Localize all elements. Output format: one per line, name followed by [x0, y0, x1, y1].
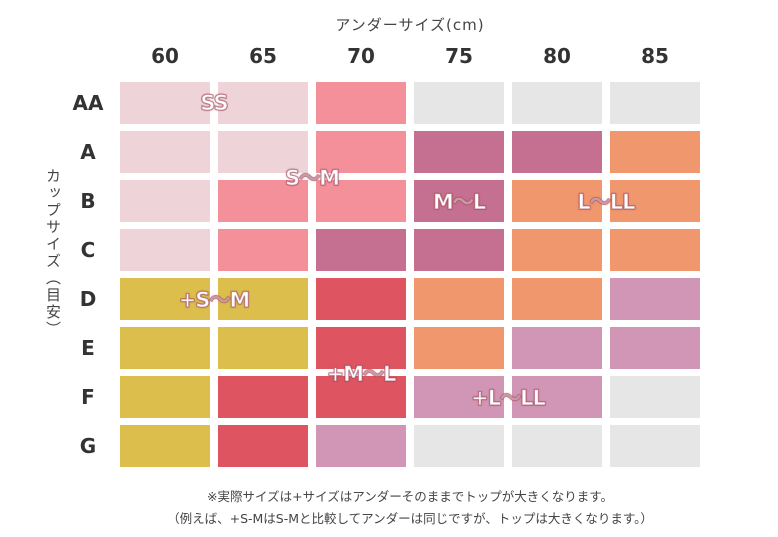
zone-label-5: +M〜L — [326, 361, 397, 386]
cell-F-85 — [610, 376, 700, 418]
cell-G-60 — [120, 425, 210, 467]
cell-E-60 — [120, 327, 210, 369]
cell-A-85 — [610, 131, 700, 173]
cell-A-70 — [316, 131, 406, 173]
y-tick-E: E — [81, 336, 95, 360]
cell-AA-80 — [512, 82, 602, 124]
cell-F-60 — [120, 376, 210, 418]
x-tick-70: 70 — [347, 44, 375, 68]
zone-label-0: SS — [200, 90, 230, 115]
y-tick-B: B — [80, 189, 96, 213]
y-tick-D: D — [79, 287, 97, 311]
cell-B-85 — [610, 180, 700, 222]
zone-label-6: +L〜LL — [471, 385, 547, 410]
x-tick-80: 80 — [543, 44, 571, 68]
x-tick-60: 60 — [151, 44, 179, 68]
cell-AA-60 — [120, 82, 210, 124]
cell-B-70 — [316, 180, 406, 222]
zone-label-2: M〜L — [432, 189, 486, 214]
cell-E-80 — [512, 327, 602, 369]
x-tick-75: 75 — [445, 44, 473, 68]
cell-G-65 — [218, 425, 308, 467]
cell-D-65 — [218, 278, 308, 320]
y-tick-G: G — [79, 434, 97, 458]
cell-A-60 — [120, 131, 210, 173]
cell-C-65 — [218, 229, 308, 271]
cell-G-85 — [610, 425, 700, 467]
cell-D-75 — [414, 278, 504, 320]
cell-C-85 — [610, 229, 700, 271]
cell-G-80 — [512, 425, 602, 467]
y-tick-F: F — [81, 385, 95, 409]
cell-B-75 — [414, 180, 504, 222]
note-line-2: （例えば、+S-MはS-Mと比較してアンダーは同じですが、トップは大きくなります… — [167, 511, 653, 526]
cell-D-70 — [316, 278, 406, 320]
cell-E-85 — [610, 327, 700, 369]
cell-C-80 — [512, 229, 602, 271]
cell-AA-70 — [316, 82, 406, 124]
cell-C-60 — [120, 229, 210, 271]
cell-B-65 — [218, 180, 308, 222]
cell-G-75 — [414, 425, 504, 467]
cell-B-60 — [120, 180, 210, 222]
y-axis-title: カップサイズ（目安） — [44, 168, 62, 338]
zone-label-4: +S〜M — [178, 287, 251, 312]
note-line-1: ※実際サイズは+サイズはアンダーそのままでトップが大きくなります。 — [207, 489, 613, 504]
cell-E-70 — [316, 327, 406, 369]
cell-D-60 — [120, 278, 210, 320]
zone-label-3: L〜LL — [577, 189, 636, 214]
cell-AA-75 — [414, 82, 504, 124]
cell-C-70 — [316, 229, 406, 271]
cell-D-80 — [512, 278, 602, 320]
cell-B-80 — [512, 180, 602, 222]
cell-E-75 — [414, 327, 504, 369]
cell-F-80 — [512, 376, 602, 418]
cell-A-80 — [512, 131, 602, 173]
cell-A-75 — [414, 131, 504, 173]
cell-D-85 — [610, 278, 700, 320]
cell-C-75 — [414, 229, 504, 271]
x-tick-65: 65 — [249, 44, 277, 68]
cell-F-70 — [316, 376, 406, 418]
cell-AA-85 — [610, 82, 700, 124]
x-tick-85: 85 — [641, 44, 669, 68]
y-tick-A: A — [80, 140, 96, 164]
cell-AA-65 — [218, 82, 308, 124]
cell-F-75 — [414, 376, 504, 418]
x-axis-title: アンダーサイズ(cm) — [335, 16, 485, 34]
zone-label-1: S〜M — [284, 165, 340, 190]
cell-F-65 — [218, 376, 308, 418]
cell-G-70 — [316, 425, 406, 467]
cell-E-65 — [218, 327, 308, 369]
y-tick-AA: AA — [72, 91, 104, 115]
y-tick-C: C — [80, 238, 96, 262]
cell-A-65 — [218, 131, 308, 173]
